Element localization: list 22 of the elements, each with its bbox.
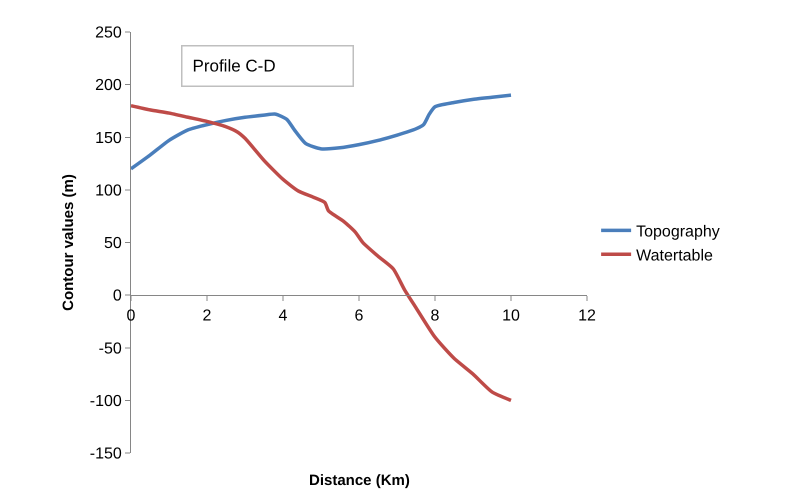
text: Profile C-D [192, 56, 276, 76]
y-tick-label: 150 [95, 130, 122, 147]
line-series [131, 93, 513, 171]
x-tick-label: 2 [202, 307, 212, 324]
x-tick-label: 6 [354, 307, 364, 324]
y-tick-label: -50 [98, 340, 122, 358]
y-tick-label: 100 [95, 182, 122, 200]
y-tick-label: 50 [104, 235, 122, 252]
y-tick-label: -100 [90, 392, 122, 410]
x-tick-label: 4 [278, 307, 288, 324]
y-tick-label: 200 [95, 77, 122, 94]
x-tick-label: 10 [502, 307, 520, 324]
legend-label: Topography [636, 224, 720, 241]
y-tick-label: -150 [90, 446, 122, 463]
x-tick-label: 12 [578, 307, 596, 324]
x-axis-title: Distance (Km) [309, 472, 410, 489]
x-tick-label: 0 [126, 307, 136, 324]
y-tick-label: 250 [95, 24, 122, 42]
y-axis-title: Contour values (m) [60, 174, 78, 311]
x-tick-label: 8 [430, 307, 440, 324]
y-tick-label: 0 [112, 288, 122, 305]
legend-label: Watertable [636, 247, 713, 264]
